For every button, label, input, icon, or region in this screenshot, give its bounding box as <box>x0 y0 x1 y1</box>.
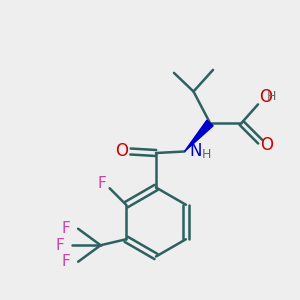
Text: O: O <box>260 88 272 106</box>
Text: O: O <box>260 136 273 154</box>
Text: H: H <box>267 89 276 103</box>
Text: H: H <box>202 148 211 161</box>
Text: N: N <box>189 142 202 160</box>
Text: O: O <box>116 142 129 160</box>
Polygon shape <box>184 120 213 152</box>
Text: F: F <box>62 254 70 269</box>
Text: F: F <box>56 238 64 253</box>
Text: F: F <box>98 176 106 191</box>
Text: F: F <box>62 221 70 236</box>
